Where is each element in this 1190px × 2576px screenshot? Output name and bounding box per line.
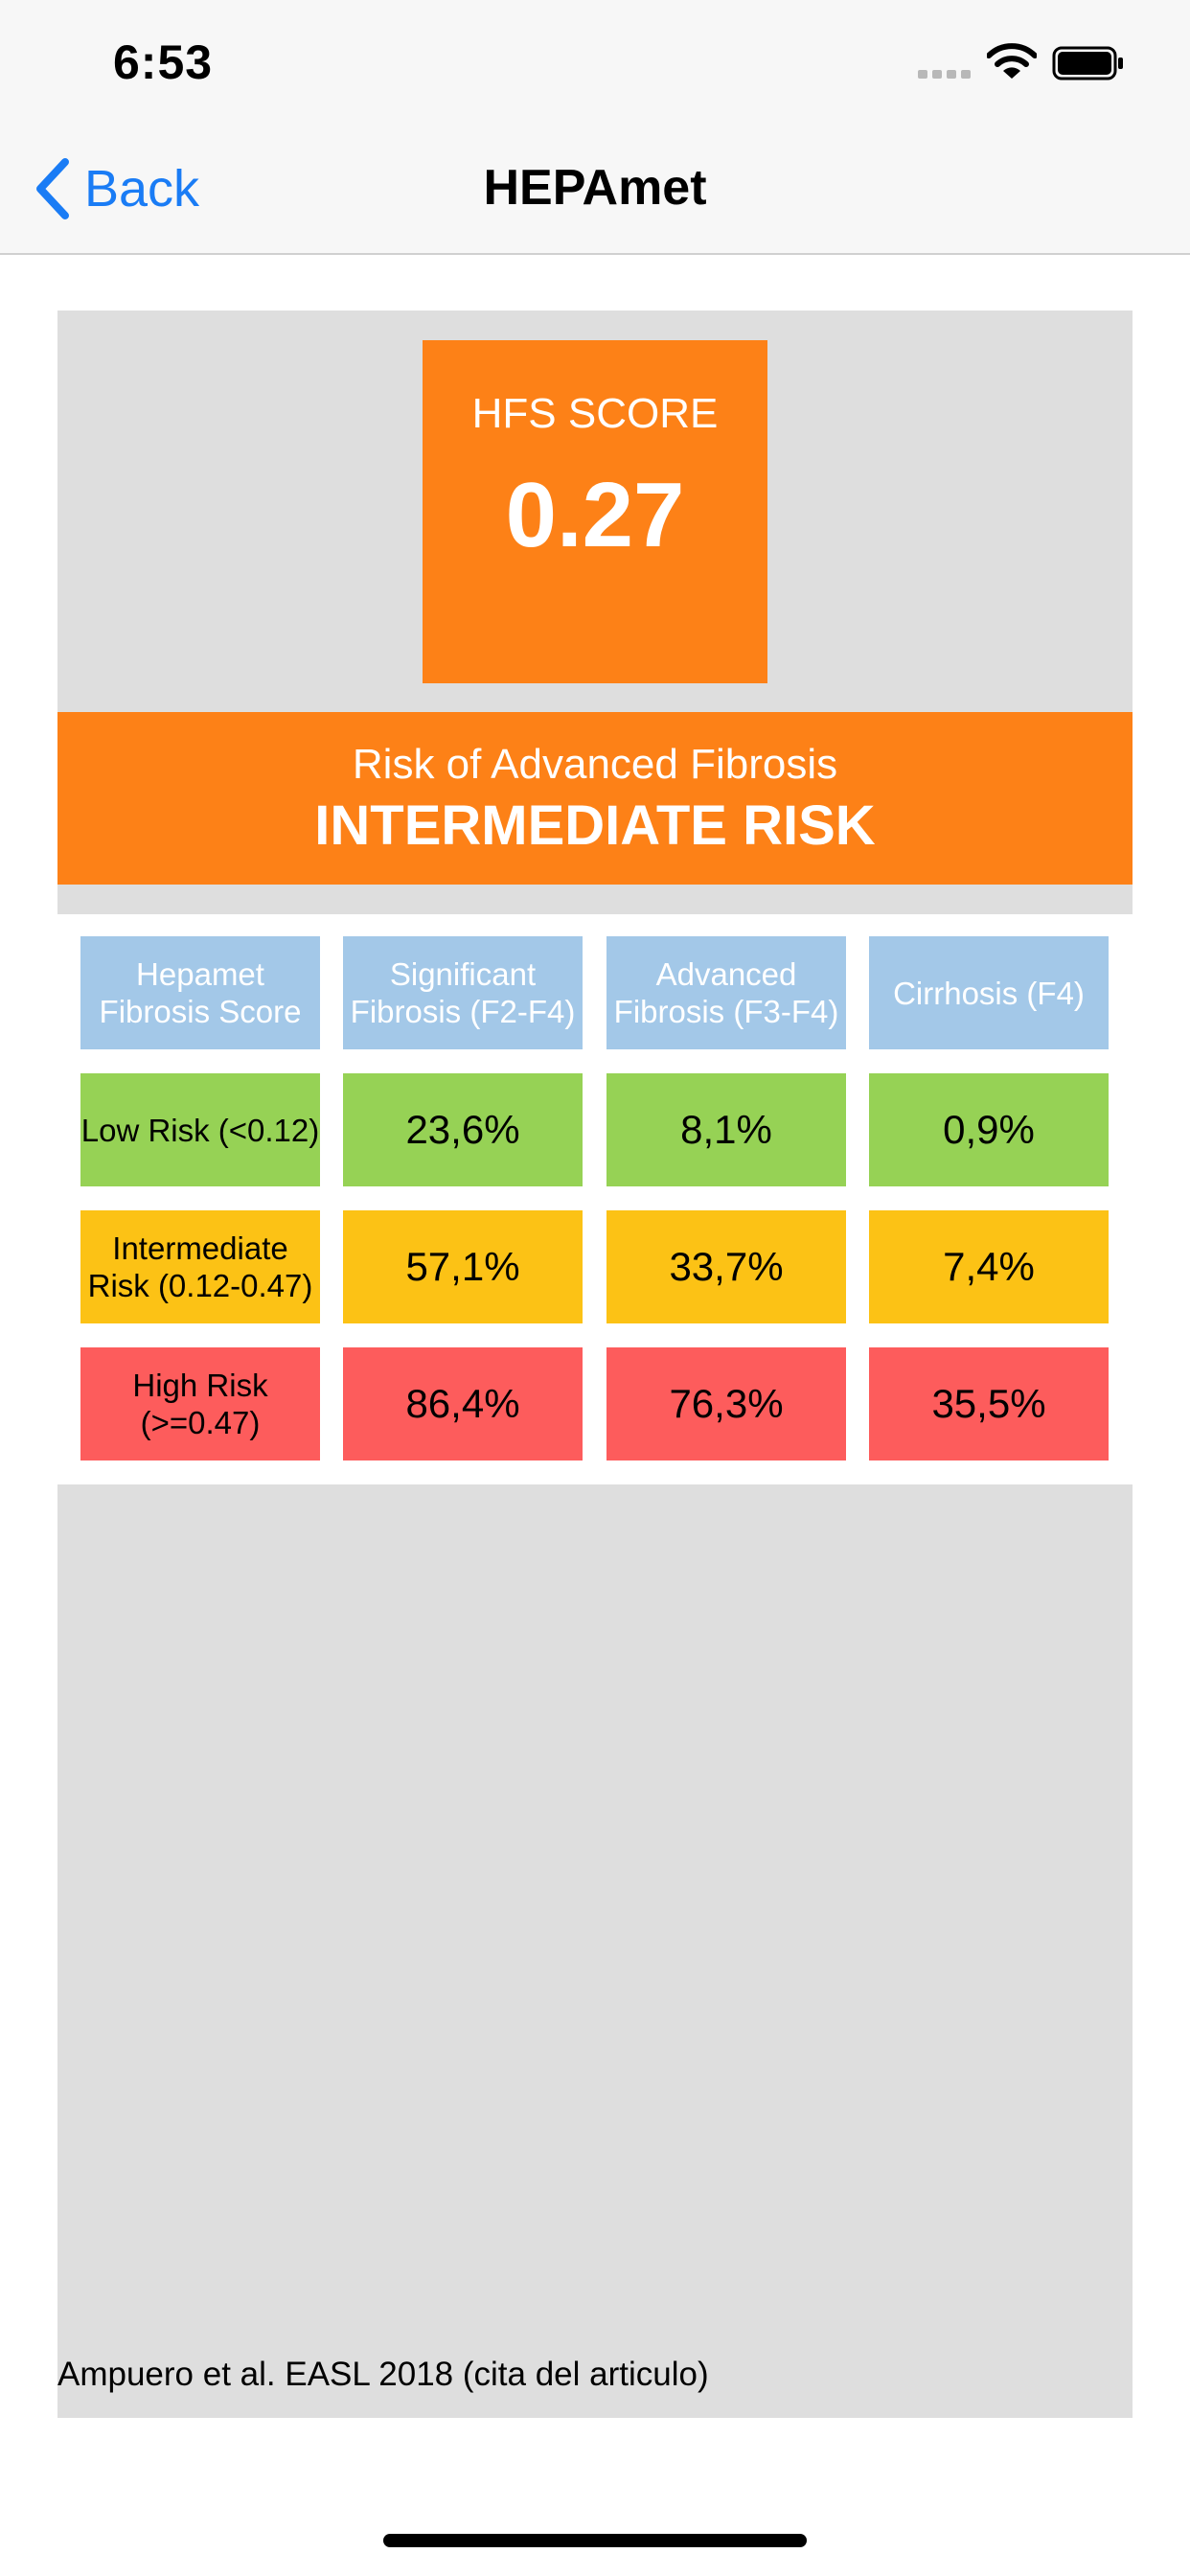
table-cell: 35,5%: [869, 1347, 1109, 1460]
status-time: 6:53: [113, 35, 214, 89]
page-title: HEPAmet: [483, 160, 707, 216]
table-cell: 33,7%: [606, 1210, 846, 1323]
table-header-cell: Advanced Fibrosis (F3-F4): [606, 936, 846, 1049]
table-header-cell: Cirrhosis (F4): [869, 936, 1109, 1049]
risk-banner: Risk of Advanced Fibrosis INTERMEDIATE R…: [57, 712, 1133, 885]
table-cell: 57,1%: [343, 1210, 583, 1323]
score-value: 0.27: [505, 464, 685, 566]
score-box: HFS SCORE 0.27: [423, 340, 767, 683]
risk-level: INTERMEDIATE RISK: [314, 794, 876, 857]
wifi-icon: [987, 43, 1037, 79]
chevron-left-icon: [36, 158, 69, 219]
table-cell: 86,4%: [343, 1347, 583, 1460]
info-panel: [57, 1484, 1133, 2418]
status-bar: 6:53: [0, 0, 1190, 126]
table-row-label: Low Risk (<0.12): [80, 1073, 320, 1186]
table-header-cell: Significant Fibrosis (F2-F4): [343, 936, 583, 1049]
risk-title: Risk of Advanced Fibrosis: [352, 741, 838, 788]
table-cell: 23,6%: [343, 1073, 583, 1186]
table-header-cell: Hepamet Fibrosis Score: [80, 936, 320, 1049]
table-cell: 76,3%: [606, 1347, 846, 1460]
signal-dots-icon: [918, 67, 972, 80]
table-cell: 8,1%: [606, 1073, 846, 1186]
navigation-bar: Back HEPAmet: [0, 126, 1190, 255]
score-label: HFS SCORE: [471, 390, 719, 437]
table-row-label: Intermediate Risk (0.12-0.47): [80, 1210, 320, 1323]
table-cell: 7,4%: [869, 1210, 1109, 1323]
citation-text: Ampuero et al. EASL 2018 (cita del artic…: [57, 2356, 709, 2393]
table-cell: 0,9%: [869, 1073, 1109, 1186]
back-label: Back: [84, 160, 200, 218]
home-indicator[interactable]: [383, 2534, 807, 2547]
battery-icon: [1052, 46, 1123, 80]
table-row-label: High Risk (>=0.47): [80, 1347, 320, 1460]
back-button[interactable]: Back: [33, 155, 199, 222]
